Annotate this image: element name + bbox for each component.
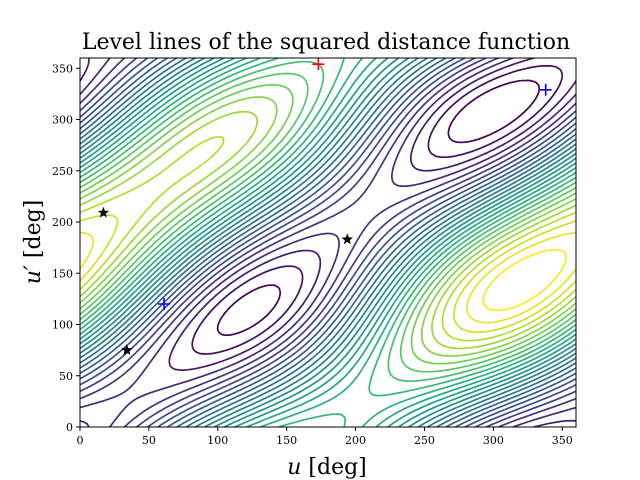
x-tick-label: 350: [552, 434, 573, 447]
contour-level-22: [80, 84, 576, 365]
x-axis-label: u [deg]: [287, 455, 367, 480]
contour-level-17: [80, 58, 576, 427]
chart-title: Level lines of the squared distance func…: [82, 30, 570, 55]
contour-level-27: [80, 232, 576, 324]
star-marker-6: [121, 344, 133, 355]
contour-level-13: [80, 58, 576, 427]
contour-level-20: [80, 60, 576, 382]
contour-level-7: [80, 58, 576, 427]
contour-level-2: [191, 64, 564, 355]
y-tick-label: 0: [66, 421, 73, 434]
plus-marker-3: [158, 298, 171, 310]
y-tick-label: 250: [52, 165, 73, 178]
contour-level-25: [80, 135, 576, 342]
axis-ticks: 0 50 100 150 200 250 300 350 0 50 100 150 200 250 300 3…: [52, 62, 573, 447]
y-tick-label: 100: [52, 319, 73, 332]
contour-level-24: [80, 110, 576, 350]
y-axis-label: u′ [deg]: [21, 200, 46, 285]
star-marker-4: [97, 206, 110, 218]
y-tick-label: 150: [52, 267, 73, 280]
contour-level-10: [80, 58, 576, 427]
contour-level-9: [80, 58, 576, 427]
x-tick-label: 0: [77, 434, 84, 447]
contour-level-3: [80, 58, 576, 427]
contour-level-1: [216, 79, 541, 336]
contour-level-14: [80, 58, 576, 427]
axes-frame: [79, 57, 577, 428]
y-tick-label: 50: [59, 370, 73, 383]
x-tick-label: 300: [483, 434, 504, 447]
x-tick-label: 50: [142, 434, 156, 447]
contour-level-21: [80, 72, 576, 373]
plus-marker-1: [312, 58, 325, 71]
plot-area: [80, 58, 576, 427]
x-tick-label: 200: [345, 434, 366, 447]
contour-level-23: [80, 96, 576, 357]
x-tick-label: 250: [414, 434, 435, 447]
y-tick-label: 350: [52, 62, 73, 75]
x-tick-label: 100: [207, 434, 228, 447]
contour-level-4: [80, 58, 576, 427]
contour-level-19: [80, 58, 576, 427]
contour-level-26: [80, 214, 576, 334]
star-marker-5: [341, 233, 353, 245]
y-tick-label: 200: [52, 216, 73, 229]
y-tick-label: 300: [52, 114, 73, 127]
contour-level-28: [482, 248, 568, 312]
plus-marker-2: [539, 83, 552, 96]
x-tick-label: 150: [276, 434, 297, 447]
